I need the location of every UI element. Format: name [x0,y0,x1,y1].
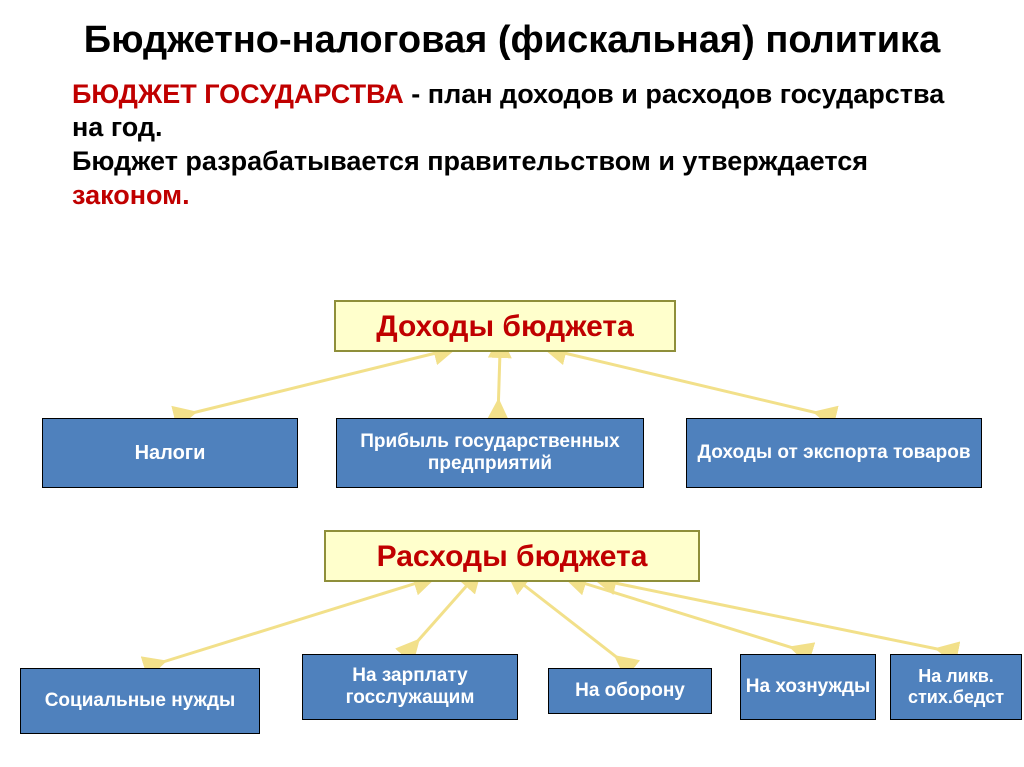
expenses-item-4: На ликв. стих.бедст [890,654,1022,720]
definition-block: БЮДЖЕТ ГОСУДАРСТВА - план доходов и расх… [0,74,1024,217]
definition-line-2: Бюджет разрабатывается правительством и … [72,145,964,213]
incomes-item-0: Налоги [42,418,298,488]
definition-line-1: БЮДЖЕТ ГОСУДАРСТВА - план доходов и расх… [72,78,964,146]
incomes-item-2: Доходы от экспорта товаров [686,418,982,488]
expenses-item-0: Социальные нужды [20,668,260,734]
expenses-header: Расходы бюджета [324,530,700,582]
expenses-item-2: На оборону [548,668,712,714]
expenses-item-1: На зарплату госслужащим [302,654,518,720]
definition-highlight-2: законом. [72,180,190,210]
page-title: Бюджетно-налоговая (фискальная) политика [0,0,1024,74]
definition-highlight-1: БЮДЖЕТ ГОСУДАРСТВА [72,79,404,109]
incomes-item-1: Прибыль государственных предприятий [336,418,644,488]
definition-pre-2: Бюджет разрабатывается правительством и … [72,146,868,176]
expenses-item-3: На хознужды [740,654,876,720]
incomes-header: Доходы бюджета [334,300,676,352]
